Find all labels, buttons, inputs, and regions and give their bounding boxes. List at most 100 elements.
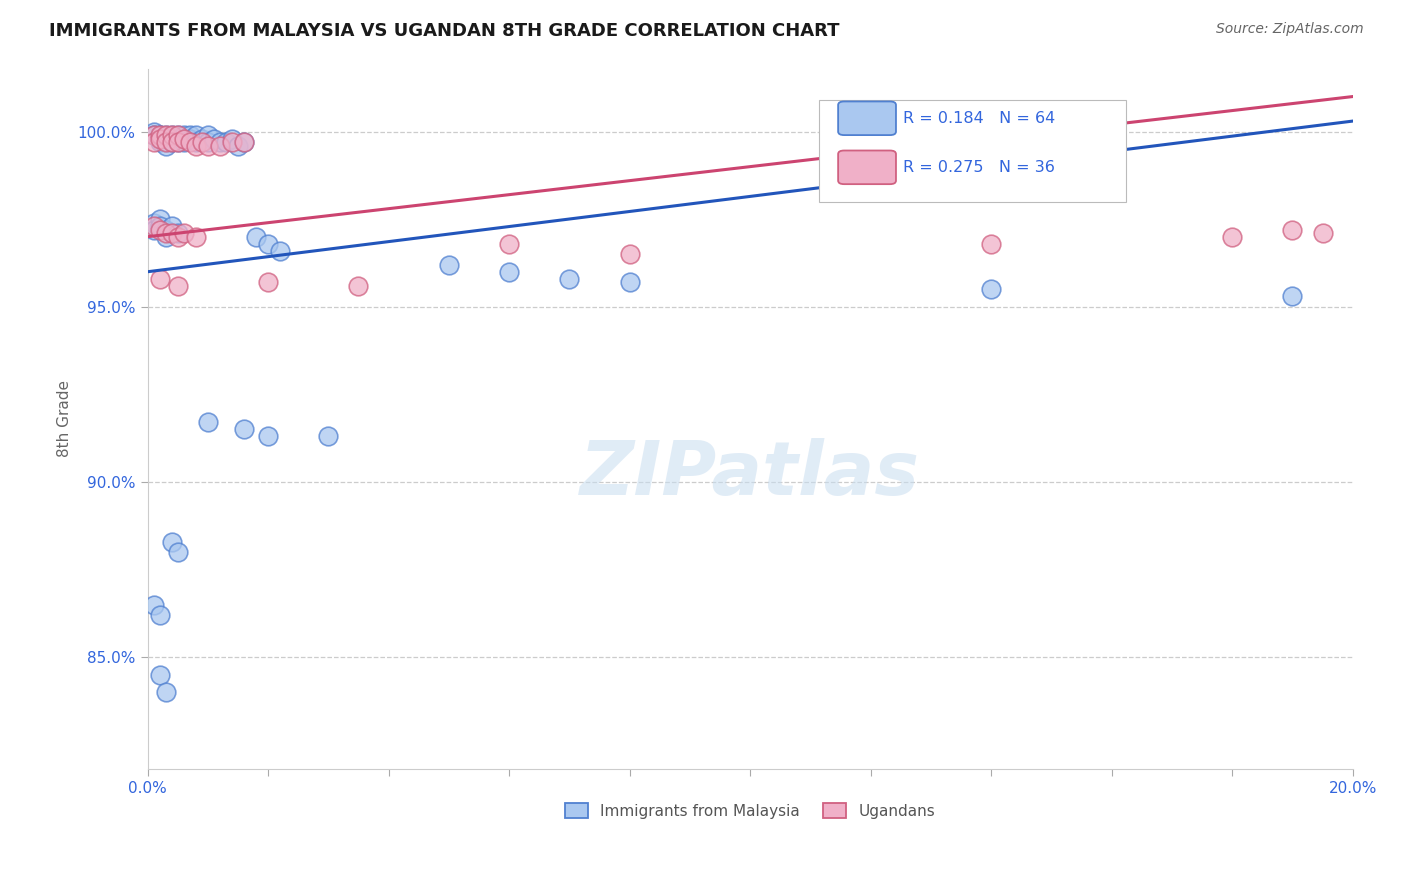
- Point: [142, 219, 165, 234]
- Point: [173, 226, 195, 240]
- Point: [149, 128, 172, 142]
- Point: [149, 131, 172, 145]
- Point: [160, 226, 183, 240]
- Point: [179, 135, 201, 149]
- Point: [202, 131, 225, 145]
- Point: [155, 131, 177, 145]
- Point: [191, 135, 214, 149]
- Point: [160, 219, 183, 234]
- Point: [155, 135, 177, 149]
- Point: [155, 135, 177, 149]
- Point: [160, 128, 183, 142]
- Point: [142, 216, 165, 230]
- Text: IMMIGRANTS FROM MALAYSIA VS UGANDAN 8TH GRADE CORRELATION CHART: IMMIGRANTS FROM MALAYSIA VS UGANDAN 8TH …: [49, 22, 839, 40]
- Point: [155, 138, 177, 153]
- Point: [191, 131, 214, 145]
- Point: [142, 135, 165, 149]
- Point: [197, 135, 219, 149]
- Point: [184, 229, 207, 244]
- Point: [155, 223, 177, 237]
- Point: [221, 131, 243, 145]
- Point: [226, 138, 249, 153]
- Point: [166, 229, 188, 244]
- Point: [269, 244, 291, 258]
- Point: [257, 275, 280, 289]
- Point: [149, 223, 172, 237]
- Point: [149, 128, 172, 142]
- Point: [1281, 289, 1303, 303]
- Point: [166, 131, 188, 145]
- FancyBboxPatch shape: [818, 100, 1126, 202]
- Point: [197, 138, 219, 153]
- Point: [160, 128, 183, 142]
- Point: [142, 223, 165, 237]
- Point: [142, 125, 165, 139]
- Point: [142, 598, 165, 612]
- Text: R = 0.275   N = 36: R = 0.275 N = 36: [903, 160, 1054, 175]
- Point: [179, 128, 201, 142]
- Point: [619, 247, 641, 261]
- Point: [160, 534, 183, 549]
- Point: [166, 128, 188, 142]
- Point: [155, 226, 177, 240]
- Point: [149, 212, 172, 227]
- Point: [166, 135, 188, 149]
- Point: [149, 128, 172, 142]
- Point: [197, 416, 219, 430]
- Point: [184, 128, 207, 142]
- Point: [142, 128, 165, 142]
- Legend: Immigrants from Malaysia, Ugandans: Immigrants from Malaysia, Ugandans: [560, 797, 941, 825]
- Point: [257, 429, 280, 443]
- Point: [155, 229, 177, 244]
- Point: [1220, 229, 1243, 244]
- Point: [184, 138, 207, 153]
- Point: [149, 219, 172, 234]
- Text: ZIPatlas: ZIPatlas: [581, 439, 920, 511]
- Point: [208, 138, 231, 153]
- Point: [1312, 226, 1334, 240]
- Point: [197, 128, 219, 142]
- Point: [221, 135, 243, 149]
- FancyBboxPatch shape: [838, 151, 896, 184]
- Y-axis label: 8th Grade: 8th Grade: [58, 380, 72, 458]
- Point: [155, 685, 177, 699]
- Point: [1281, 223, 1303, 237]
- Point: [245, 229, 267, 244]
- Point: [558, 272, 581, 286]
- Point: [149, 135, 172, 149]
- Point: [155, 128, 177, 142]
- Point: [142, 128, 165, 142]
- Point: [173, 135, 195, 149]
- Point: [149, 131, 172, 145]
- Point: [215, 135, 238, 149]
- Point: [166, 226, 188, 240]
- Point: [160, 135, 183, 149]
- Text: Source: ZipAtlas.com: Source: ZipAtlas.com: [1216, 22, 1364, 37]
- Point: [149, 272, 172, 286]
- Point: [318, 429, 340, 443]
- Point: [166, 545, 188, 559]
- Point: [160, 226, 183, 240]
- Point: [980, 236, 1002, 251]
- Point: [347, 278, 370, 293]
- Point: [149, 667, 172, 681]
- Point: [437, 258, 460, 272]
- Point: [149, 608, 172, 623]
- Point: [233, 135, 256, 149]
- Point: [160, 135, 183, 149]
- Point: [179, 131, 201, 145]
- Point: [233, 422, 256, 436]
- Point: [619, 275, 641, 289]
- Point: [166, 128, 188, 142]
- Point: [173, 128, 195, 142]
- Point: [498, 265, 520, 279]
- Point: [166, 135, 188, 149]
- Point: [257, 236, 280, 251]
- Text: R = 0.184   N = 64: R = 0.184 N = 64: [903, 111, 1056, 126]
- FancyBboxPatch shape: [838, 102, 896, 135]
- Point: [166, 278, 188, 293]
- Point: [233, 135, 256, 149]
- Point: [208, 135, 231, 149]
- Point: [142, 128, 165, 142]
- Point: [498, 236, 520, 251]
